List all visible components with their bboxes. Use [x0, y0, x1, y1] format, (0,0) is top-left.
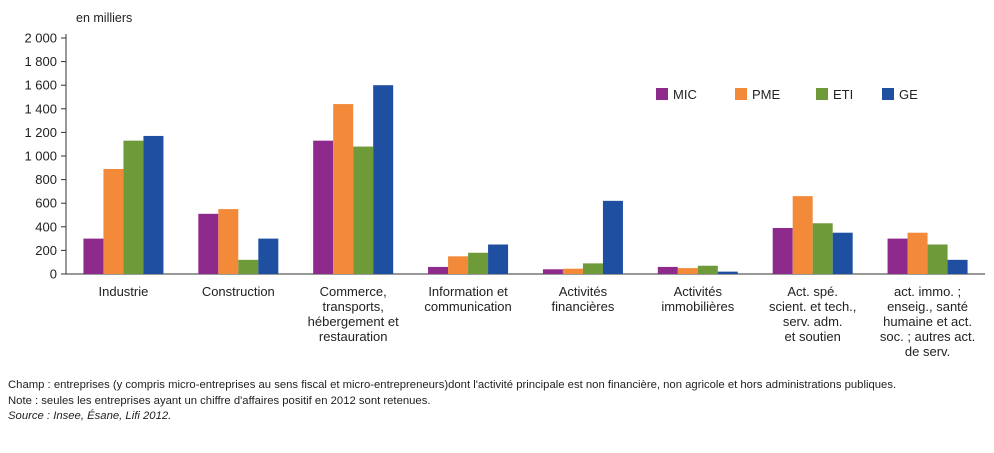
legend-swatch-pme	[735, 88, 747, 100]
bar-eti-6	[812, 223, 833, 274]
bar-eti-0	[123, 140, 144, 274]
y-tick-label: 0	[50, 267, 57, 282]
y-tick-label: 600	[35, 196, 57, 211]
bar-ge-3	[488, 244, 509, 274]
legend-label-pme: PME	[752, 87, 781, 102]
legend-label-ge: GE	[899, 87, 918, 102]
y-tick-label: 800	[35, 172, 57, 187]
bar-ge-2	[373, 85, 394, 274]
bar-pme-0	[103, 168, 124, 274]
legend-label-eti: ETI	[833, 87, 853, 102]
category-label-line: transports,	[322, 299, 383, 314]
category-label-line: humaine et act.	[883, 314, 972, 329]
legend-swatch-ge	[882, 88, 894, 100]
bar-pme-4	[562, 268, 583, 274]
category-label-line: soc. ; autres act.	[880, 329, 975, 344]
category-label: act. immo. ; enseig., santé humaine et act…	[880, 284, 975, 359]
chart-notes: Champ : entreprises (y compris micro-ent…	[8, 378, 988, 425]
bar-pme-2	[333, 104, 354, 274]
bar-ge-5	[717, 271, 738, 274]
category-label: Activités financières	[552, 284, 615, 314]
category-label: Information et communication	[424, 284, 511, 314]
bar-mic-5	[657, 266, 678, 274]
category-label-line: act. immo. ;	[894, 284, 961, 299]
scope-note: Champ : entreprises (y compris micro-ent…	[8, 379, 897, 391]
bar-eti-4	[582, 263, 603, 274]
bar-ge-6	[832, 232, 853, 274]
y-axis-unit-label: en milliers	[76, 11, 132, 25]
bar-eti-2	[353, 146, 374, 274]
bar-mic-6	[772, 227, 793, 274]
category-label-line: restauration	[319, 329, 388, 344]
y-tick-label: 1 800	[24, 54, 57, 69]
bar-eti-1	[238, 259, 259, 274]
legend-swatch-eti	[816, 88, 828, 100]
category-label-line: Construction	[202, 284, 275, 299]
bar-ge-4	[602, 200, 623, 274]
category-label-line: enseig., santé	[887, 299, 968, 314]
category-label-line: hébergement et	[308, 314, 399, 329]
category-label: Commerce, transports, hébergement et restau…	[308, 284, 399, 344]
category-label-line: scient. et tech.,	[769, 299, 856, 314]
bar-chart: en milliers 0 200 400 600 800 1 000 1 200 1 400…	[24, 11, 985, 359]
bar-pme-1	[218, 209, 239, 274]
bar-mic-4	[542, 269, 563, 274]
category-label: Activités immobilières	[661, 284, 734, 314]
bar-mic-3	[428, 266, 449, 274]
bar-mic-7	[887, 238, 908, 274]
y-tick-label: 1 600	[24, 78, 57, 93]
y-tick-label: 1 000	[24, 149, 57, 164]
bar-eti-5	[697, 265, 718, 274]
category-label-line: communication	[424, 299, 511, 314]
category-label-line: serv. adm.	[783, 314, 843, 329]
y-axis-ticks: 0 200 400 600 800 1 000 1 200 1 400 1 600 1 800 2 …	[24, 31, 66, 282]
y-tick-label: 400	[35, 219, 57, 234]
bar-pme-6	[792, 196, 813, 274]
legend-swatch-mic	[656, 88, 668, 100]
category-label-line: financières	[552, 299, 615, 314]
y-tick-label: 1 400	[24, 101, 57, 116]
legend-label-mic: MIC	[673, 87, 697, 102]
bar-pme-5	[677, 268, 698, 274]
y-tick-label: 1 200	[24, 125, 57, 140]
category-label: Industrie	[99, 284, 149, 299]
category-label-line: Industrie	[99, 284, 149, 299]
legend: MIC PME ETI GE	[656, 87, 918, 102]
category-label-line: Activités	[674, 284, 723, 299]
bar-eti-3	[468, 252, 489, 274]
bar-mic-1	[198, 213, 219, 274]
category-labels: Industrie Construction Commerce, transports…	[99, 284, 976, 359]
bar-pme-7	[907, 232, 928, 274]
category-label-line: Activités	[559, 284, 608, 299]
category-label: Act. spé. scient. et tech., serv. adm. et s…	[769, 284, 856, 344]
category-label: Construction	[202, 284, 275, 299]
category-label-line: Information et	[428, 284, 508, 299]
bar-ge-1	[258, 238, 279, 274]
category-label-line: Act. spé.	[787, 284, 838, 299]
bar-pme-3	[448, 256, 469, 274]
chart-bars	[83, 85, 968, 274]
category-label-line: de serv.	[905, 344, 950, 359]
source-note: Source : Insee, Ésane, Lifi 2012.	[8, 410, 172, 422]
bar-mic-0	[83, 238, 104, 274]
y-tick-label: 200	[35, 243, 57, 258]
category-label-line: immobilières	[661, 299, 734, 314]
bar-eti-7	[927, 244, 948, 274]
category-label-line: Commerce,	[320, 284, 387, 299]
y-tick-label: 2 000	[24, 31, 57, 46]
note-text: Note : seules les entreprises ayant un c…	[8, 394, 431, 407]
bar-ge-0	[143, 135, 164, 274]
bar-mic-2	[313, 140, 334, 274]
category-label-line: et soutien	[785, 329, 841, 344]
bar-ge-7	[947, 259, 968, 274]
